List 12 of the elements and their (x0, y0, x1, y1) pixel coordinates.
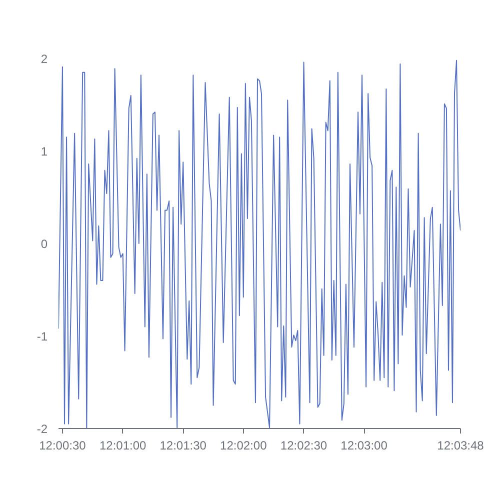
y-tick-label: -2 (36, 422, 48, 436)
x-tick-label: 12:02:30 (280, 438, 328, 452)
x-tick-label: 12:01:00 (99, 438, 147, 452)
x-tick-label: 12:03:48 (437, 438, 484, 452)
y-tick-label: -1 (36, 330, 48, 344)
y-tick-label: 2 (40, 52, 48, 66)
x-tick-label: 12:02:00 (220, 438, 268, 452)
x-tick-label: 12:03:00 (340, 438, 388, 452)
x-tick-label: 12:01:30 (160, 438, 207, 452)
y-tick-label: 1 (40, 144, 48, 158)
x-tick-label: 12:00:30 (39, 438, 86, 452)
y-tick-label: 0 (40, 237, 48, 251)
